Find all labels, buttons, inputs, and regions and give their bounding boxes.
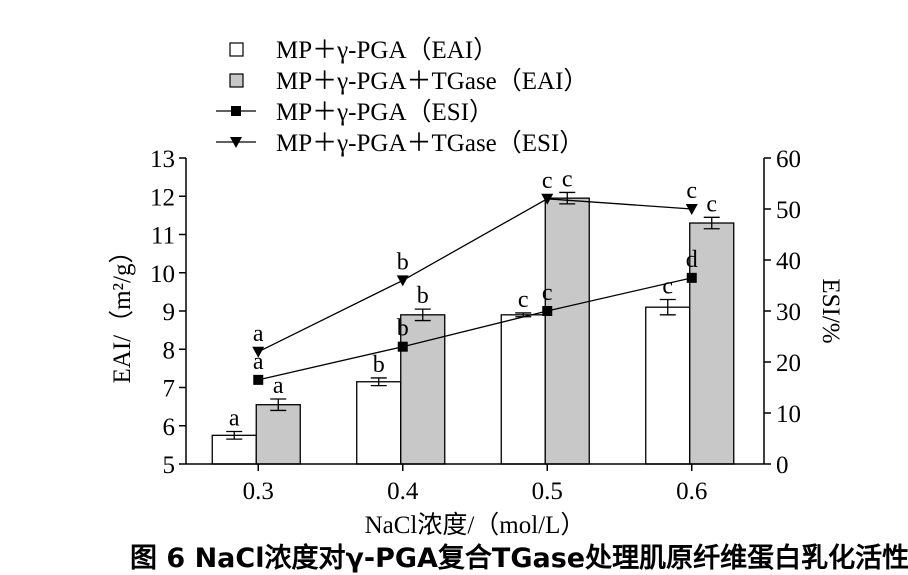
legend-label: MP＋γ-PGA（ESI） bbox=[276, 98, 494, 126]
bar-significance-label: c bbox=[706, 191, 717, 217]
y-right-tick-label: 10 bbox=[776, 401, 801, 428]
bar-significance-label: c bbox=[562, 166, 573, 192]
line-significance-label: a bbox=[253, 321, 264, 347]
triangle-marker bbox=[541, 193, 554, 205]
bar-significance-label: b bbox=[417, 283, 429, 309]
bar-significance-label: b bbox=[373, 352, 385, 378]
y-left-tick-label: 13 bbox=[150, 146, 175, 173]
x-tick-label: 0.3 bbox=[243, 478, 274, 505]
figure-caption: 图 6 NaCl浓度对γ-PGA复合TGase处理肌原纤维蛋白乳化活性及 bbox=[130, 543, 908, 574]
axes: 5 6 7 8 9 10 11 12 13 0 10 20 30 40 50 60 0.3 0.4 0.5 0.6 Na… bbox=[108, 146, 844, 539]
y-left-tick-label: 7 bbox=[163, 376, 176, 403]
bar bbox=[356, 381, 402, 465]
line-significance-label: c bbox=[686, 178, 697, 204]
y-left-tick-label: 9 bbox=[163, 299, 176, 326]
bar-significance-label: a bbox=[273, 373, 284, 399]
series-line bbox=[257, 198, 692, 353]
legend-label: MP＋γ-PGA＋TGase（ESI） bbox=[276, 129, 584, 157]
y-left-tick-label: 6 bbox=[163, 414, 176, 441]
square-marker bbox=[253, 374, 264, 385]
line-significance-label: c bbox=[542, 168, 553, 194]
bar-significance-label: c bbox=[662, 274, 673, 300]
triangle-marker bbox=[252, 346, 265, 358]
y-right-tick-label: 40 bbox=[776, 248, 801, 275]
y-right-tick-label: 20 bbox=[776, 350, 801, 377]
legend-square-marker bbox=[231, 106, 241, 116]
y-left-tick-label: 10 bbox=[150, 261, 175, 288]
line-significance-label: d bbox=[686, 247, 698, 273]
x-axis-title: NaCl浓度/（mol/L） bbox=[365, 511, 586, 539]
y-right-tick-label: 0 bbox=[776, 452, 789, 479]
y-left-tick-label: 12 bbox=[150, 184, 175, 211]
legend-label: MP＋γ-PGA＋TGase（EAI） bbox=[276, 67, 588, 95]
line-significance-label: c bbox=[542, 280, 553, 306]
square-marker bbox=[542, 306, 553, 316]
legend: MP＋γ-PGA（EAI） MP＋γ-PGA＋TGase（EAI） MP＋γ-PGA… bbox=[216, 36, 588, 157]
x-tick-label: 0.6 bbox=[676, 478, 707, 505]
y-right-tick-label: 60 bbox=[776, 146, 801, 173]
x-tick-label: 0.5 bbox=[532, 478, 563, 505]
line-significance-label: b bbox=[397, 249, 409, 275]
y-left-tick-label: 5 bbox=[163, 452, 176, 479]
bar bbox=[500, 314, 546, 465]
bar bbox=[211, 434, 257, 465]
triangle-marker bbox=[396, 275, 409, 287]
y-left-tick-label: 8 bbox=[163, 337, 176, 364]
y-right-tick-label: 50 bbox=[776, 197, 801, 224]
legend-triangle-marker bbox=[230, 137, 242, 148]
legend-label: MP＋γ-PGA（EAI） bbox=[276, 36, 498, 64]
line-significance-label: a bbox=[253, 349, 264, 375]
y-right-axis-title: ESI/% bbox=[817, 278, 844, 343]
bar-significance-label: a bbox=[229, 405, 240, 431]
triangle-marker bbox=[685, 204, 698, 215]
y-left-axis-title: EAI/（m²/g） bbox=[108, 239, 136, 384]
bar bbox=[255, 404, 301, 465]
legend-swatch bbox=[229, 42, 244, 57]
series-line bbox=[258, 277, 692, 381]
y-right-tick-label: 30 bbox=[776, 299, 801, 326]
line-significance-label: b bbox=[397, 316, 409, 342]
bar bbox=[544, 197, 590, 465]
legend-swatch bbox=[229, 73, 244, 88]
bar bbox=[645, 306, 691, 465]
x-tick-label: 0.4 bbox=[387, 478, 419, 505]
square-marker bbox=[686, 272, 697, 283]
bar-significance-label: c bbox=[518, 287, 529, 313]
y-left-tick-label: 11 bbox=[151, 223, 175, 250]
square-marker bbox=[397, 341, 408, 352]
